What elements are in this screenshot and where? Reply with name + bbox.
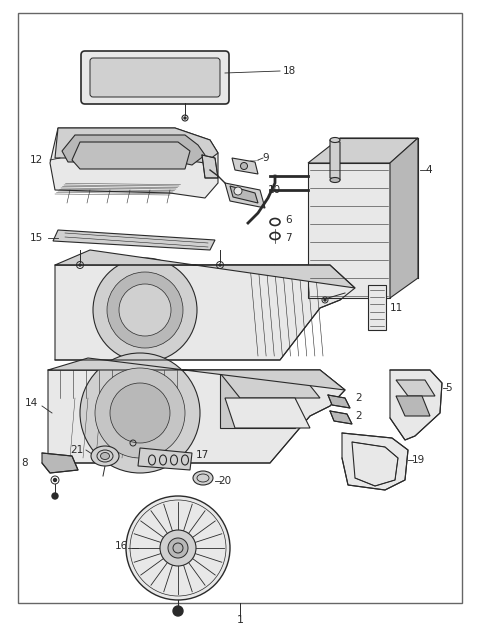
Polygon shape bbox=[53, 230, 215, 250]
Circle shape bbox=[126, 496, 230, 600]
Text: 7: 7 bbox=[285, 233, 292, 243]
Circle shape bbox=[184, 117, 186, 119]
FancyBboxPatch shape bbox=[90, 58, 220, 97]
Polygon shape bbox=[330, 411, 352, 424]
Polygon shape bbox=[220, 373, 295, 428]
Ellipse shape bbox=[91, 446, 119, 466]
Polygon shape bbox=[55, 265, 355, 360]
Text: 11: 11 bbox=[390, 303, 403, 313]
Text: 13: 13 bbox=[348, 290, 361, 300]
Circle shape bbox=[173, 606, 183, 616]
Circle shape bbox=[53, 478, 57, 482]
Text: 2: 2 bbox=[355, 411, 361, 421]
Circle shape bbox=[107, 272, 183, 348]
Circle shape bbox=[219, 264, 221, 266]
Text: 9: 9 bbox=[262, 153, 269, 163]
Circle shape bbox=[93, 258, 197, 362]
Polygon shape bbox=[396, 380, 435, 396]
Polygon shape bbox=[48, 370, 345, 463]
Circle shape bbox=[80, 353, 200, 473]
Polygon shape bbox=[308, 138, 418, 163]
Polygon shape bbox=[62, 135, 205, 165]
Text: 1: 1 bbox=[237, 615, 243, 625]
Text: 8: 8 bbox=[22, 458, 28, 468]
Text: 15: 15 bbox=[30, 233, 43, 243]
Polygon shape bbox=[220, 373, 320, 398]
Polygon shape bbox=[328, 395, 350, 408]
Polygon shape bbox=[225, 183, 265, 208]
Text: 10: 10 bbox=[268, 185, 281, 195]
Circle shape bbox=[240, 163, 248, 170]
Circle shape bbox=[52, 493, 58, 499]
Ellipse shape bbox=[330, 177, 340, 182]
Text: 20: 20 bbox=[218, 476, 231, 486]
Polygon shape bbox=[308, 163, 390, 298]
Text: 14: 14 bbox=[25, 398, 38, 408]
Polygon shape bbox=[72, 142, 190, 169]
Text: 4: 4 bbox=[425, 165, 432, 175]
Circle shape bbox=[119, 284, 171, 336]
Circle shape bbox=[95, 368, 185, 458]
Text: 21: 21 bbox=[70, 445, 83, 455]
Text: 17: 17 bbox=[196, 450, 209, 460]
Ellipse shape bbox=[330, 138, 340, 142]
Text: 5: 5 bbox=[445, 383, 452, 393]
Polygon shape bbox=[396, 396, 430, 416]
Polygon shape bbox=[225, 398, 310, 428]
Polygon shape bbox=[50, 128, 218, 198]
Circle shape bbox=[160, 530, 196, 566]
Ellipse shape bbox=[193, 471, 213, 485]
Polygon shape bbox=[55, 128, 218, 163]
Text: 19: 19 bbox=[412, 455, 425, 465]
Bar bbox=[368, 285, 386, 330]
Circle shape bbox=[324, 299, 326, 301]
Circle shape bbox=[168, 538, 188, 558]
Polygon shape bbox=[230, 186, 258, 203]
Text: 12: 12 bbox=[30, 155, 43, 165]
Text: 16: 16 bbox=[115, 541, 128, 551]
Ellipse shape bbox=[100, 452, 109, 459]
Polygon shape bbox=[138, 448, 192, 470]
Polygon shape bbox=[202, 155, 218, 178]
Circle shape bbox=[79, 264, 81, 266]
Circle shape bbox=[234, 187, 242, 195]
Polygon shape bbox=[232, 158, 258, 174]
Circle shape bbox=[110, 383, 170, 443]
Text: 6: 6 bbox=[285, 215, 292, 225]
Text: 18: 18 bbox=[283, 66, 296, 76]
Text: 3: 3 bbox=[348, 141, 355, 151]
Polygon shape bbox=[390, 370, 442, 440]
FancyBboxPatch shape bbox=[81, 51, 229, 104]
Polygon shape bbox=[42, 453, 78, 473]
Polygon shape bbox=[55, 250, 355, 288]
Polygon shape bbox=[342, 433, 408, 490]
Text: 2: 2 bbox=[355, 393, 361, 403]
Polygon shape bbox=[48, 358, 345, 390]
Polygon shape bbox=[330, 140, 340, 180]
Polygon shape bbox=[390, 138, 418, 298]
